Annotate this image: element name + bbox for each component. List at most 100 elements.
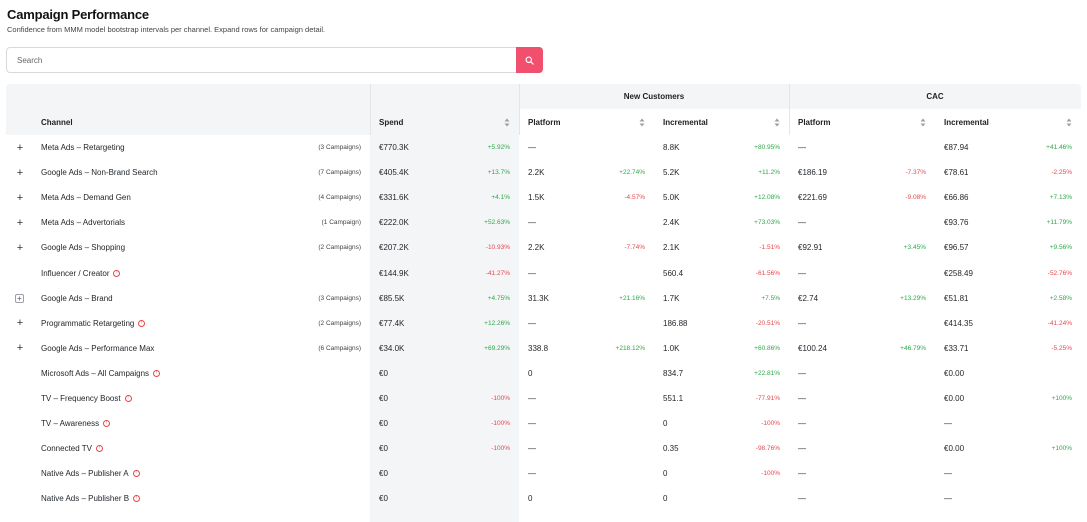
table-row[interactable]: + Google Ads – Shopping (2 Campaigns) €207.… <box>6 235 1081 260</box>
nc-incremental-value: 0.35 <box>663 444 679 454</box>
nc-incremental-change: +11.2% <box>758 169 780 177</box>
nc-incremental-value: 1.0K <box>663 343 680 353</box>
campaign-count: (1 Campaign) <box>321 219 361 227</box>
table-row[interactable]: + Meta Ads – Retargeting (3 Campaigns) €770… <box>6 135 1081 160</box>
table-row[interactable]: + Google Ads – Performance Max (6 Campaign… <box>6 336 1081 361</box>
nc-platform-value: 2.2K <box>528 243 545 253</box>
channel-cell: Google Ads – Brand <box>41 286 113 311</box>
sort-icon[interactable] <box>920 118 926 127</box>
table-row[interactable]: Microsoft Ads – All Campaigns! €0 0 834.7 +2… <box>6 361 1081 386</box>
table-row[interactable]: Influencer / Creator! €144.9K -41.27% — 560.… <box>6 261 1081 286</box>
nc-incremental-value: 186.88 <box>663 318 688 328</box>
cac-platform-value: — <box>798 494 806 504</box>
table-row[interactable]: Native Ads – Publisher B! €0 0 0 — — <box>6 486 1081 511</box>
channel-cell: Native Ads – Publisher B! <box>41 486 141 511</box>
spend-change: -10.93% <box>485 244 510 252</box>
cac-incremental-change: +9.56% <box>1049 244 1072 252</box>
spend-value: €405.4K <box>379 168 409 178</box>
nc-platform-value: 31.3K <box>528 293 549 303</box>
spend-value: €0 <box>379 494 388 504</box>
cac-incremental-change: -5.25% <box>1051 344 1072 352</box>
header-nc-platform: Platform <box>528 117 561 127</box>
warning-icon: ! <box>132 470 140 478</box>
warning-icon: ! <box>103 420 111 428</box>
spend-change: -41.27% <box>485 269 510 277</box>
header-nc-incremental-cell[interactable]: Incremental <box>654 109 789 135</box>
cac-incremental-value: €33.71 <box>944 343 969 353</box>
table-row[interactable]: + Google Ads – Brand (3 Campaigns) €85.5K +4… <box>6 286 1081 311</box>
table-row[interactable]: + Google Ads – Non-Brand Search (7 Campaig… <box>6 160 1081 185</box>
table-row[interactable]: + Meta Ads – Advertorials (1 Campaign) €222… <box>6 210 1081 235</box>
header-cac-platform: Platform <box>798 117 831 127</box>
table-row[interactable]: Native Ads – Publisher A! €0 — 0 -100% — — <box>6 461 1081 486</box>
header-nc-incremental: Incremental <box>663 117 708 127</box>
search-button[interactable] <box>516 47 543 73</box>
channel-cell: Native Ads – Publisher A! <box>41 461 140 486</box>
nc-incremental-change: -1.51% <box>759 244 780 252</box>
nc-platform-value: — <box>528 268 536 278</box>
nc-incremental-value: 560.4 <box>663 268 684 278</box>
nc-incremental-value: 5.0K <box>663 193 680 203</box>
expand-row-icon[interactable]: + <box>15 293 24 303</box>
expand-row-icon[interactable]: + <box>16 191 24 204</box>
expand-row-icon[interactable]: + <box>16 141 24 154</box>
nc-platform-value: — <box>528 218 536 228</box>
expand-row-icon[interactable]: + <box>16 317 24 330</box>
cac-incremental-value: €66.86 <box>944 193 969 203</box>
nc-incremental-change: -61.56% <box>755 269 780 277</box>
campaign-count: (2 Campaigns) <box>318 244 361 252</box>
nc-incremental-value: 551.1 <box>663 394 684 403</box>
header-cac-platform-cell[interactable]: Platform <box>789 109 935 135</box>
group-header-cac: CAC <box>926 92 944 101</box>
channel-cell: Google Ads – Shopping <box>41 235 125 260</box>
nc-incremental-value: 1.7K <box>663 293 680 303</box>
sort-icon[interactable] <box>504 118 510 127</box>
expand-row-icon[interactable]: + <box>16 216 24 229</box>
spend-value: €0 <box>379 368 388 378</box>
cac-platform-value: — <box>798 368 806 378</box>
channel-cell: Influencer / Creator! <box>41 261 121 286</box>
cac-platform-value: — <box>798 218 806 228</box>
nc-incremental-value: 2.1K <box>663 243 680 253</box>
spend-change: +52.63% <box>484 219 510 227</box>
sort-icon[interactable] <box>774 118 780 127</box>
table-row[interactable]: TV – Awareness! €0 -100% — 0 -100% — — <box>6 411 1081 436</box>
cac-incremental-change: +7.13% <box>1049 194 1072 202</box>
cac-incremental-change: +100% <box>1051 395 1072 402</box>
table-row[interactable]: Connected TV! €0 -100% — 0.35 -98.76% — €0.00 +1… <box>6 436 1081 461</box>
cac-incremental-value: €87.94 <box>944 143 969 152</box>
table-row[interactable]: TV – Frequency Boost! €0 -100% — 551.1 -77.91… <box>6 386 1081 411</box>
nc-incremental-value: 834.7 <box>663 368 684 378</box>
spend-value: €0 <box>379 394 388 403</box>
campaign-count: (4 Campaigns) <box>318 194 361 202</box>
cac-incremental-change: +100% <box>1051 445 1072 453</box>
table-row[interactable]: + Meta Ads – Demand Gen (4 Campaigns) €331.… <box>6 185 1081 210</box>
warning-icon: ! <box>153 369 161 377</box>
channel-name: Native Ads – Publisher B <box>41 494 130 504</box>
search-bar <box>6 47 543 73</box>
cac-platform-value: €221.69 <box>798 193 827 203</box>
channel-cell: Microsoft Ads – All Campaigns! <box>41 361 161 386</box>
column-header-row: Channel Spend Platform Incremental Platf… <box>6 109 1081 135</box>
search-input[interactable] <box>7 48 517 72</box>
header-nc-platform-cell[interactable]: Platform <box>519 109 654 135</box>
sort-icon[interactable] <box>639 118 645 127</box>
nc-incremental-change: +73.03% <box>754 219 780 227</box>
spend-change: +12.26% <box>484 319 510 327</box>
group-header-row: New Customers CAC <box>6 84 1081 109</box>
expand-row-icon[interactable]: + <box>16 241 24 254</box>
spend-change: -100% <box>491 445 510 453</box>
header-channel: Channel <box>41 117 73 127</box>
expand-row-icon[interactable]: + <box>16 166 24 179</box>
campaign-table: New Customers CAC Channel Spend Platform… <box>6 84 1081 522</box>
cac-platform-value: — <box>798 469 806 479</box>
header-spend-cell[interactable]: Spend <box>370 109 519 135</box>
sort-icon[interactable] <box>1066 118 1072 127</box>
channel-cell: Meta Ads – Retargeting <box>41 135 125 160</box>
spend-value: €0 <box>379 419 388 429</box>
expand-row-icon[interactable]: + <box>16 342 24 355</box>
cac-incremental-value: — <box>944 419 952 429</box>
table-row[interactable]: + Programmatic Retargeting! (2 Campaigns) €… <box>6 311 1081 336</box>
header-cac-incremental-cell[interactable]: Incremental <box>935 109 1081 135</box>
warning-icon: ! <box>113 269 121 277</box>
